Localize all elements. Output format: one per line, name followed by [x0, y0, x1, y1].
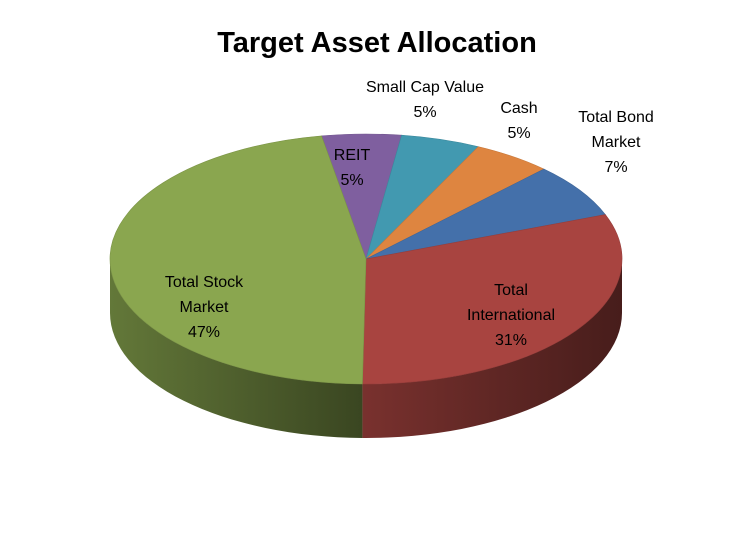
slice-name-total-stock-market: Total Stock Market [165, 274, 244, 316]
slice-value-small-cap-value: 5% [413, 104, 436, 121]
chart-title: Target Asset Allocation [217, 27, 537, 59]
label-total-stock-market: Total Stock Market 47% [165, 274, 244, 341]
label-cash: Cash 5% [500, 100, 537, 142]
slice-name-total-international: Total International [467, 282, 555, 324]
slice-value-reit: 5% [340, 172, 363, 189]
pie-sides [110, 259, 622, 438]
slice-name-total-bond-market: Total Bond Market [578, 109, 654, 151]
slice-value-total-international: 31% [495, 332, 527, 349]
slice-name-reit: REIT [334, 147, 371, 164]
slice-side-total-international [362, 259, 622, 438]
slice-value-total-stock-market: 47% [188, 324, 220, 341]
slice-name-small-cap-value: Small Cap Value [366, 79, 484, 96]
slice-value-total-bond-market: 7% [604, 159, 627, 176]
slice-side-total-stock-market [110, 259, 363, 438]
slice-total-international [362, 214, 623, 385]
label-small-cap-value: Small Cap Value 5% [366, 79, 484, 121]
label-total-bond-market: Total Bond Market 7% [578, 109, 654, 176]
slice-total-bond-market [365, 168, 606, 260]
slice-name-cash: Cash [500, 100, 537, 117]
label-total-international: Total International 31% [467, 282, 555, 349]
pie-slices [109, 133, 623, 385]
slice-labels: REIT 5% Small Cap Value 5% Cash 5% Total Bond M… [165, 79, 654, 349]
label-reit: REIT 5% [334, 147, 371, 189]
slice-total-stock-market [109, 135, 367, 385]
slice-value-cash: 5% [507, 125, 530, 142]
